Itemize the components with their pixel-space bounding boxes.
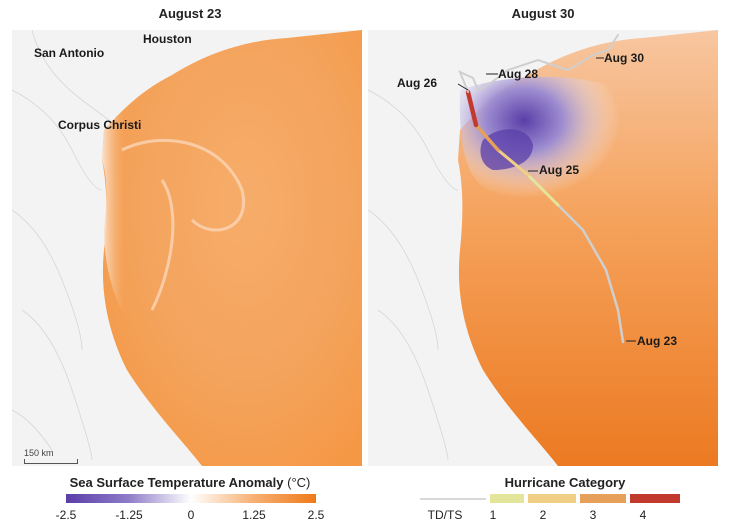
track-label-aug-23: Aug 23 bbox=[637, 334, 678, 348]
category-swatch-4 bbox=[630, 494, 680, 503]
sst-tick-min: -2.5 bbox=[55, 508, 77, 522]
sst-tick-zero: 0 bbox=[187, 508, 195, 522]
map-august-23 bbox=[12, 30, 362, 466]
category-label-3: 3 bbox=[589, 508, 597, 522]
sst-tick-max: 2.5 bbox=[307, 508, 325, 522]
map-panel-august-23 bbox=[12, 30, 362, 466]
city-label-houston: Houston bbox=[143, 32, 192, 46]
track-segment-cat1 bbox=[526, 173, 560, 207]
sst-legend-title-text: Sea Surface Temperature Anomaly bbox=[69, 475, 284, 490]
city-label-san-antonio: San Antonio bbox=[34, 46, 105, 60]
category-label-1: 1 bbox=[489, 508, 497, 522]
category-swatch-tdts bbox=[420, 498, 486, 500]
sst-tick-neg-mid: -1.25 bbox=[115, 508, 143, 522]
track-label-aug-25: Aug 25 bbox=[539, 163, 580, 177]
scale-bar: 150 km bbox=[24, 448, 78, 464]
sst-legend-title: Sea Surface Temperature Anomaly (°C) bbox=[30, 475, 350, 490]
track-label-aug-28: Aug 28 bbox=[498, 67, 539, 81]
hurricane-category-bar bbox=[420, 494, 710, 503]
category-swatch-2 bbox=[528, 494, 576, 503]
river-network bbox=[368, 89, 459, 461]
track-segment-cat3 bbox=[474, 123, 500, 152]
scale-bar-line bbox=[24, 459, 78, 464]
track-label-aug-26: Aug 26 bbox=[397, 76, 438, 90]
track-segment-cat2 bbox=[496, 148, 530, 177]
panel-title-august-30: August 30 bbox=[511, 6, 575, 21]
sst-swirl bbox=[121, 138, 246, 311]
category-label-tdts: TD/TS bbox=[427, 508, 463, 522]
city-label-corpus-christi: Corpus Christi bbox=[58, 118, 142, 132]
category-swatch-3 bbox=[580, 494, 626, 503]
sst-tick-pos-mid: 1.25 bbox=[242, 508, 266, 522]
track-segment-cat4 bbox=[465, 89, 479, 128]
category-label-2: 2 bbox=[539, 508, 547, 522]
track-label-aug-30: Aug 30 bbox=[604, 51, 645, 65]
panel-title-august-23: August 23 bbox=[158, 6, 222, 21]
sst-legend-unit: (°C) bbox=[287, 475, 311, 490]
cold-core bbox=[480, 129, 533, 170]
label-leaders bbox=[457, 57, 636, 342]
hurricane-legend-title: Hurricane Category bbox=[504, 475, 626, 490]
sst-color-ramp bbox=[66, 494, 316, 503]
map-panel-august-30 bbox=[368, 30, 718, 466]
river-network bbox=[12, 30, 123, 461]
cold-wake bbox=[459, 76, 674, 250]
category-swatch-1 bbox=[490, 494, 524, 503]
map-august-30 bbox=[368, 30, 718, 466]
scale-bar-label: 150 km bbox=[24, 448, 54, 458]
category-label-4: 4 bbox=[639, 508, 647, 522]
track-segment-tdts bbox=[556, 203, 625, 344]
hurricane-track bbox=[458, 34, 625, 344]
track-segment-post bbox=[458, 34, 619, 93]
